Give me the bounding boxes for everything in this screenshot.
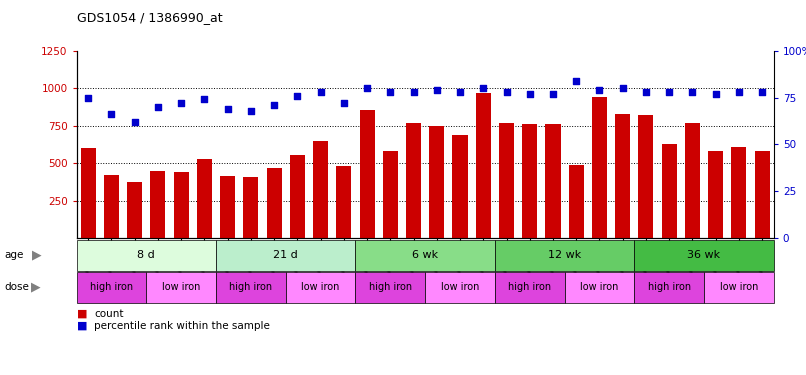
- Text: high iron: high iron: [508, 282, 551, 292]
- Bar: [290, 155, 305, 238]
- Bar: [708, 151, 723, 238]
- Text: high iron: high iron: [89, 282, 133, 292]
- Point: [105, 111, 118, 117]
- Bar: [430, 126, 444, 238]
- Point: [244, 108, 257, 114]
- Bar: [151, 171, 165, 238]
- Point: [360, 85, 373, 91]
- Point: [546, 91, 559, 97]
- Point: [291, 93, 304, 99]
- Text: low iron: low iron: [720, 282, 758, 292]
- Point: [198, 96, 211, 102]
- Point: [128, 119, 141, 125]
- Point: [500, 89, 513, 95]
- Bar: [197, 159, 212, 238]
- Text: 21 d: 21 d: [273, 251, 298, 260]
- Point: [338, 100, 351, 106]
- Text: ▶: ▶: [31, 281, 40, 294]
- Text: low iron: low iron: [441, 282, 480, 292]
- Point: [384, 89, 397, 95]
- Point: [175, 100, 188, 106]
- Bar: [313, 141, 328, 238]
- Text: ■: ■: [77, 309, 87, 319]
- Text: 8 d: 8 d: [137, 251, 156, 260]
- Text: 6 wk: 6 wk: [412, 251, 438, 260]
- Text: count: count: [94, 309, 124, 319]
- Point: [523, 91, 536, 97]
- Text: low iron: low iron: [162, 282, 201, 292]
- Point: [81, 94, 94, 100]
- Point: [454, 89, 467, 95]
- Bar: [685, 123, 700, 238]
- Bar: [220, 176, 235, 238]
- Text: GDS1054 / 1386990_at: GDS1054 / 1386990_at: [77, 11, 222, 24]
- Text: low iron: low iron: [301, 282, 340, 292]
- Bar: [267, 168, 281, 238]
- Point: [686, 89, 699, 95]
- Point: [314, 89, 327, 95]
- Bar: [127, 182, 142, 238]
- Bar: [569, 165, 584, 238]
- Point: [407, 89, 420, 95]
- Point: [733, 89, 746, 95]
- Point: [221, 106, 234, 112]
- Text: 36 wk: 36 wk: [688, 251, 721, 260]
- Point: [709, 91, 722, 97]
- Bar: [104, 175, 119, 238]
- Text: low iron: low iron: [580, 282, 619, 292]
- Text: high iron: high iron: [647, 282, 691, 292]
- Text: high iron: high iron: [229, 282, 272, 292]
- Bar: [81, 148, 96, 238]
- Bar: [243, 177, 259, 238]
- Bar: [546, 124, 560, 238]
- Point: [268, 102, 280, 108]
- Bar: [638, 115, 654, 238]
- Point: [593, 87, 606, 93]
- Bar: [383, 151, 398, 238]
- Text: ▶: ▶: [32, 249, 42, 262]
- Text: 12 wk: 12 wk: [548, 251, 581, 260]
- Text: age: age: [4, 251, 23, 260]
- Bar: [615, 114, 630, 238]
- Text: percentile rank within the sample: percentile rank within the sample: [94, 321, 270, 331]
- Bar: [499, 123, 514, 238]
- Bar: [406, 123, 421, 238]
- Bar: [336, 166, 351, 238]
- Text: ■: ■: [77, 321, 87, 331]
- Point: [756, 89, 769, 95]
- Point: [570, 78, 583, 84]
- Text: high iron: high iron: [368, 282, 412, 292]
- Bar: [592, 97, 607, 238]
- Bar: [476, 93, 491, 238]
- Bar: [452, 135, 467, 238]
- Point: [477, 85, 490, 91]
- Bar: [359, 110, 375, 238]
- Bar: [754, 151, 770, 238]
- Bar: [522, 124, 538, 238]
- Bar: [731, 147, 746, 238]
- Point: [152, 104, 164, 110]
- Point: [430, 87, 443, 93]
- Point: [663, 89, 675, 95]
- Bar: [662, 144, 677, 238]
- Bar: [173, 172, 189, 238]
- Point: [617, 85, 629, 91]
- Text: dose: dose: [4, 282, 29, 292]
- Point: [639, 89, 652, 95]
